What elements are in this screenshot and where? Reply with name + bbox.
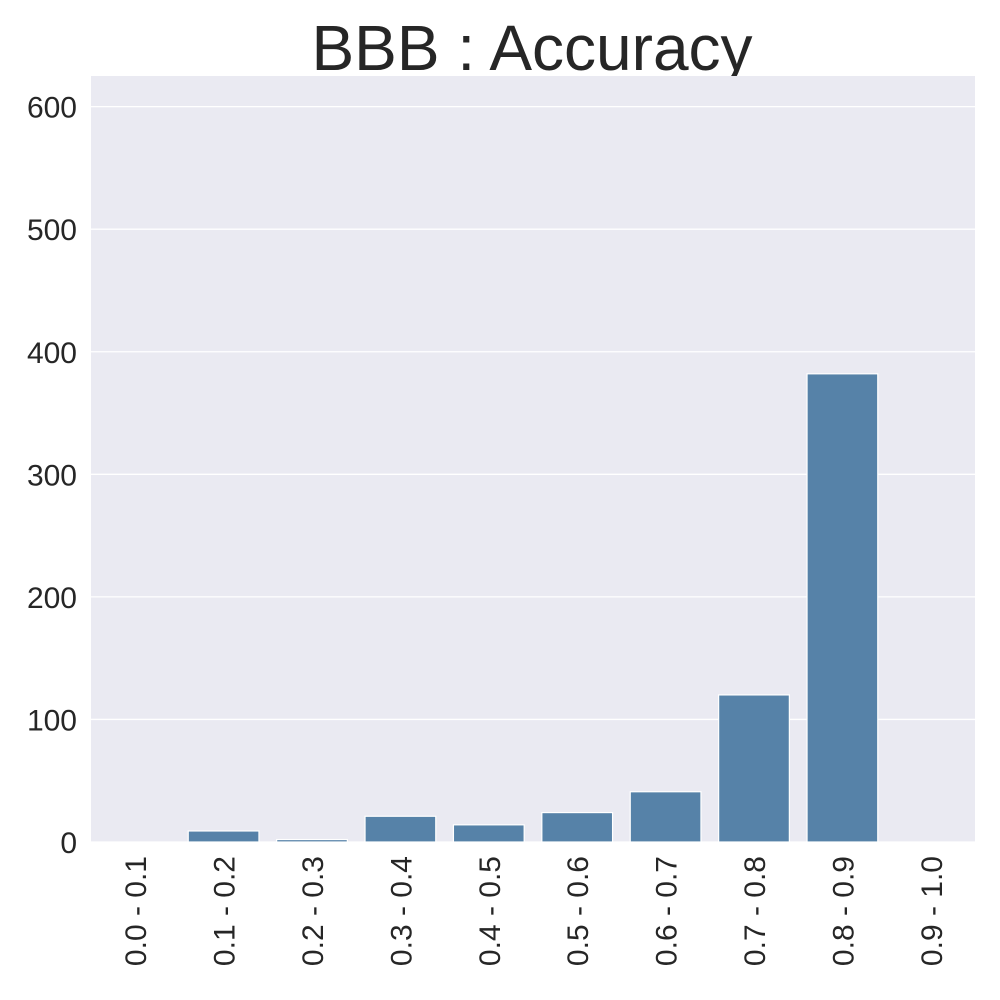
bar [718,694,790,843]
y-tick-label: 500 [27,214,77,247]
bar [452,824,525,843]
bar [629,791,702,843]
bar [541,811,614,843]
x-tick-label: 0.7 - 0.8 [739,856,772,966]
x-tick-label: 0.8 - 0.9 [827,856,860,966]
x-axis: 0.0 - 0.1 0.1 - 0.2 0.2 - 0.3 0.3 - 0.4 0.4 … [120,856,949,966]
x-tick-label: 0.2 - 0.3 [297,856,330,966]
x-tick-label: 0.3 - 0.4 [385,856,418,966]
x-tick-label: 0.4 - 0.5 [474,856,507,966]
y-axis: 0 100 200 300 400 500 600 [27,92,77,860]
bar [806,373,879,843]
bar [364,815,437,843]
bar [276,838,348,843]
chart-title: BBB : Accuracy [311,12,752,84]
x-tick-label: 0.6 - 0.7 [651,856,684,966]
bar [187,830,260,843]
x-tick-label: 0.9 - 1.0 [916,856,949,966]
y-tick-label: 100 [27,704,77,737]
x-tick-label: 0.5 - 0.6 [562,856,595,966]
y-tick-label: 0 [60,827,77,860]
y-tick-label: 300 [27,459,77,492]
bars [187,373,879,843]
y-tick-label: 400 [27,337,77,370]
y-tick-label: 600 [27,92,77,125]
y-tick-label: 200 [27,582,77,615]
x-tick-label: 0.0 - 0.1 [120,856,153,966]
x-tick-label: 0.1 - 0.2 [209,856,242,966]
